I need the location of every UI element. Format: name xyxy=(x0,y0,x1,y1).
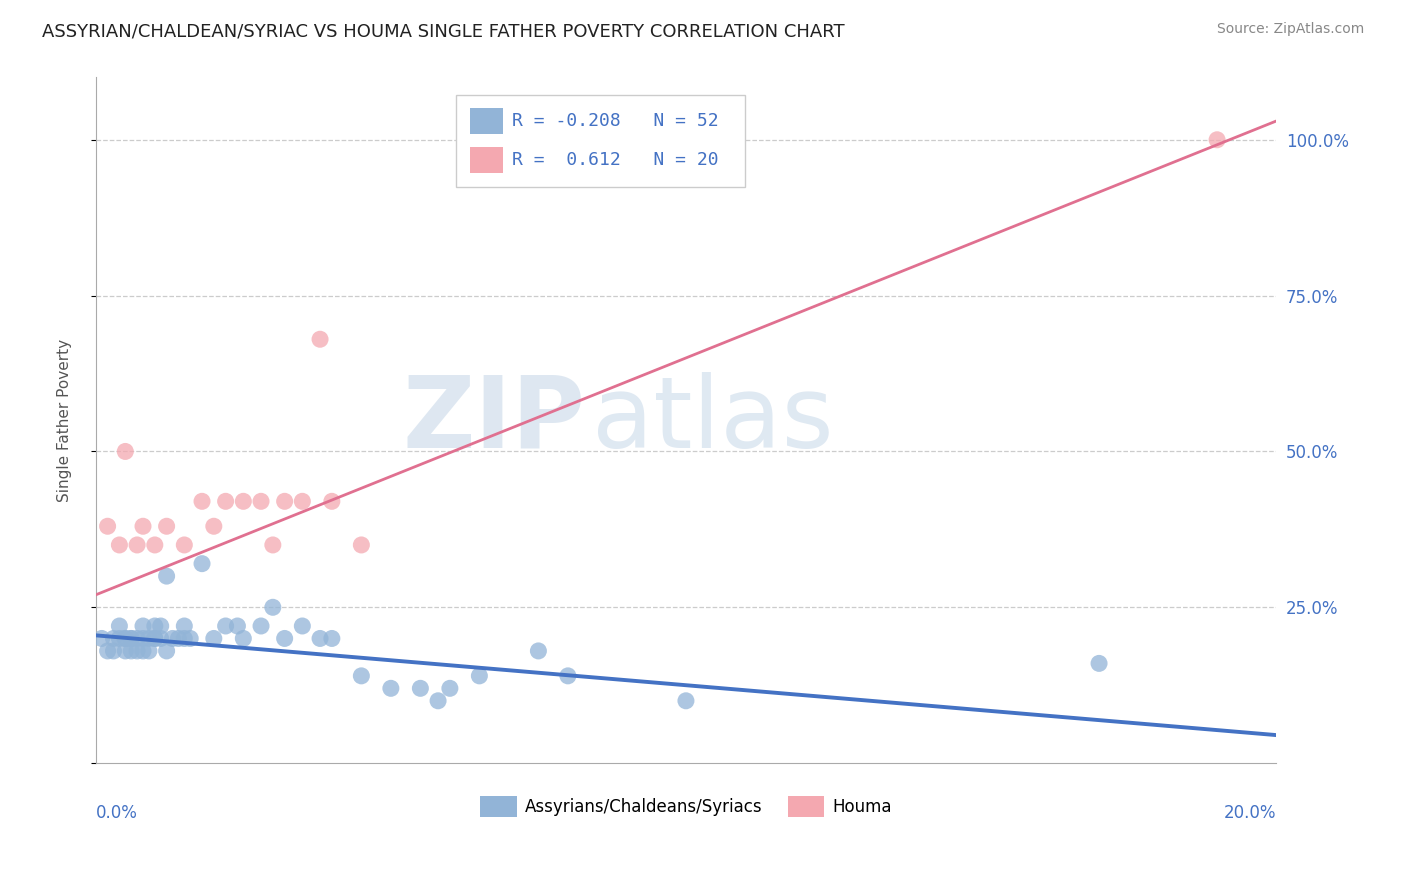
Point xyxy=(162,632,184,646)
Point xyxy=(143,632,166,646)
Point xyxy=(1088,657,1111,671)
Point xyxy=(114,632,136,646)
Point xyxy=(108,538,131,552)
Legend: Assyrians/Chaldeans/Syriacs, Houma: Assyrians/Chaldeans/Syriacs, Houma xyxy=(474,789,898,823)
Point xyxy=(132,519,155,533)
Text: R = -0.208   N = 52: R = -0.208 N = 52 xyxy=(512,112,718,129)
Point xyxy=(173,619,195,633)
Point xyxy=(191,557,214,571)
Point xyxy=(103,632,125,646)
Point xyxy=(309,632,332,646)
Point xyxy=(127,644,149,658)
Point xyxy=(232,494,254,508)
Point xyxy=(380,681,402,696)
Point xyxy=(262,538,284,552)
Point xyxy=(321,494,343,508)
Point xyxy=(155,569,177,583)
Point xyxy=(202,632,225,646)
Point xyxy=(250,494,273,508)
Text: 0.0%: 0.0% xyxy=(96,805,138,822)
Text: 20.0%: 20.0% xyxy=(1223,805,1277,822)
Point xyxy=(143,619,166,633)
Point xyxy=(108,619,131,633)
Point xyxy=(97,519,120,533)
Point xyxy=(143,632,166,646)
Point xyxy=(291,619,314,633)
Point xyxy=(173,538,195,552)
Point xyxy=(262,600,284,615)
Point xyxy=(214,619,236,633)
Point xyxy=(143,538,166,552)
Point xyxy=(149,632,172,646)
Point xyxy=(120,632,142,646)
Point xyxy=(427,694,450,708)
Point xyxy=(138,644,160,658)
Point xyxy=(127,538,149,552)
Y-axis label: Single Father Poverty: Single Father Poverty xyxy=(58,339,72,502)
Point xyxy=(273,494,295,508)
Point xyxy=(155,644,177,658)
Point xyxy=(202,519,225,533)
Point xyxy=(232,632,254,646)
Point xyxy=(120,632,142,646)
Point xyxy=(132,644,155,658)
Point xyxy=(114,632,136,646)
FancyBboxPatch shape xyxy=(470,147,503,173)
Text: atlas: atlas xyxy=(592,372,834,469)
Point xyxy=(127,632,149,646)
Point xyxy=(439,681,461,696)
Point xyxy=(557,669,579,683)
Point xyxy=(114,644,136,658)
Point xyxy=(214,494,236,508)
Point xyxy=(1206,133,1229,147)
Point xyxy=(90,632,112,646)
Point xyxy=(167,632,190,646)
Point xyxy=(149,619,172,633)
Point xyxy=(527,644,550,658)
Point xyxy=(97,644,120,658)
Point xyxy=(321,632,343,646)
Text: ZIP: ZIP xyxy=(402,372,586,469)
Point xyxy=(350,538,373,552)
Point xyxy=(120,644,142,658)
Point xyxy=(103,644,125,658)
Point xyxy=(250,619,273,633)
FancyBboxPatch shape xyxy=(470,108,503,135)
Point xyxy=(350,669,373,683)
Point xyxy=(291,494,314,508)
Text: R =  0.612   N = 20: R = 0.612 N = 20 xyxy=(512,152,718,169)
Point xyxy=(191,494,214,508)
Point xyxy=(468,669,491,683)
Text: ASSYRIAN/CHALDEAN/SYRIAC VS HOUMA SINGLE FATHER POVERTY CORRELATION CHART: ASSYRIAN/CHALDEAN/SYRIAC VS HOUMA SINGLE… xyxy=(42,22,845,40)
Point xyxy=(273,632,295,646)
Point xyxy=(309,332,332,346)
Point xyxy=(138,632,160,646)
Point xyxy=(132,632,155,646)
Point xyxy=(132,619,155,633)
Point xyxy=(675,694,697,708)
Point xyxy=(114,444,136,458)
Point xyxy=(108,632,131,646)
FancyBboxPatch shape xyxy=(456,95,745,187)
Point xyxy=(155,519,177,533)
Point xyxy=(179,632,201,646)
Point xyxy=(226,619,249,633)
Point xyxy=(409,681,432,696)
Text: Source: ZipAtlas.com: Source: ZipAtlas.com xyxy=(1216,22,1364,37)
Point xyxy=(173,632,195,646)
